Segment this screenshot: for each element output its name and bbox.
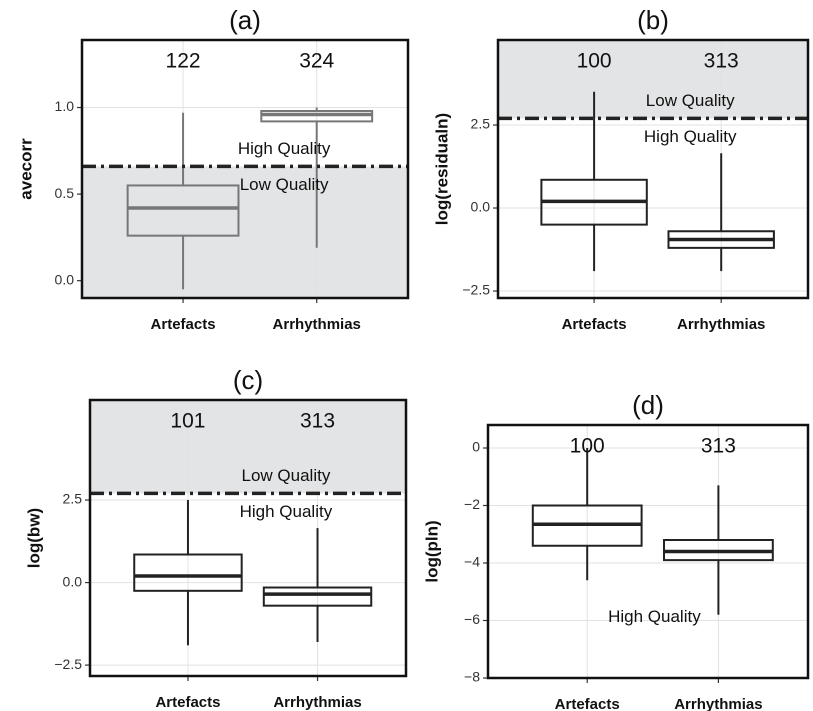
category-label: Arrhythmias: [273, 316, 361, 333]
y-tick-label: 0.0: [471, 199, 491, 215]
y-tick-label: 0: [472, 439, 480, 455]
count-label: 101: [170, 410, 205, 433]
y-tick-label: −4: [464, 554, 480, 570]
y-tick-label: −2.5: [462, 282, 490, 298]
panel-title: (a): [229, 5, 261, 35]
count-label: 313: [701, 435, 736, 458]
y-axis-label: log(residualn): [432, 113, 451, 225]
category-label: Arrhythmias: [674, 696, 762, 711]
y-axis-label: log(pln): [422, 520, 441, 582]
quality-region: [498, 40, 808, 119]
count-label: 313: [704, 50, 739, 73]
box: [126, 184, 240, 237]
category-label: Artefacts: [151, 316, 216, 333]
count-label: 100: [570, 435, 605, 458]
panel-title: (d): [632, 390, 664, 420]
category-label: Artefacts: [155, 694, 220, 711]
y-tick-label: −8: [464, 669, 480, 685]
quality-region: [90, 400, 406, 494]
count-label: 122: [166, 50, 201, 73]
plot-frame: [80, 38, 410, 300]
category-label: Arrhythmias: [677, 316, 765, 333]
box: [133, 553, 243, 592]
quality-label: High Quality: [240, 502, 333, 521]
plot-frame: [88, 398, 408, 678]
y-tick-label: −2.5: [54, 656, 82, 672]
y-tick-label: 2.5: [471, 116, 491, 132]
quality-label: High Quality: [608, 607, 701, 626]
box: [262, 586, 373, 607]
y-tick-label: 2.5: [63, 491, 83, 507]
y-tick-label: −2: [464, 496, 480, 512]
y-tick-label: −6: [464, 611, 480, 627]
plot-frame: [486, 423, 810, 680]
plot-frame: [496, 38, 810, 300]
quality-label: Low Quality: [240, 175, 329, 194]
count-label: 313: [300, 410, 335, 433]
count-label: 324: [299, 50, 334, 73]
category-label: Arrhythmias: [273, 694, 361, 711]
y-axis-label: avecorr: [16, 138, 35, 200]
quality-label: Low Quality: [242, 466, 331, 485]
quality-label: Low Quality: [646, 91, 735, 110]
y-tick-label: 0.0: [55, 271, 75, 287]
count-label: 100: [577, 50, 612, 73]
y-tick-label: 1.0: [55, 98, 75, 114]
y-axis-label: log(bw): [24, 508, 43, 568]
y-tick-label: 0.0: [63, 573, 83, 589]
quality-label: High Quality: [644, 127, 737, 146]
quality-region: [82, 166, 408, 298]
panel-title: (b): [637, 5, 669, 35]
panel-title: (c): [233, 365, 263, 395]
y-tick-label: 0.5: [55, 185, 75, 201]
quality-label: High Quality: [238, 139, 331, 158]
category-label: Artefacts: [562, 316, 627, 333]
category-label: Artefacts: [555, 696, 620, 711]
